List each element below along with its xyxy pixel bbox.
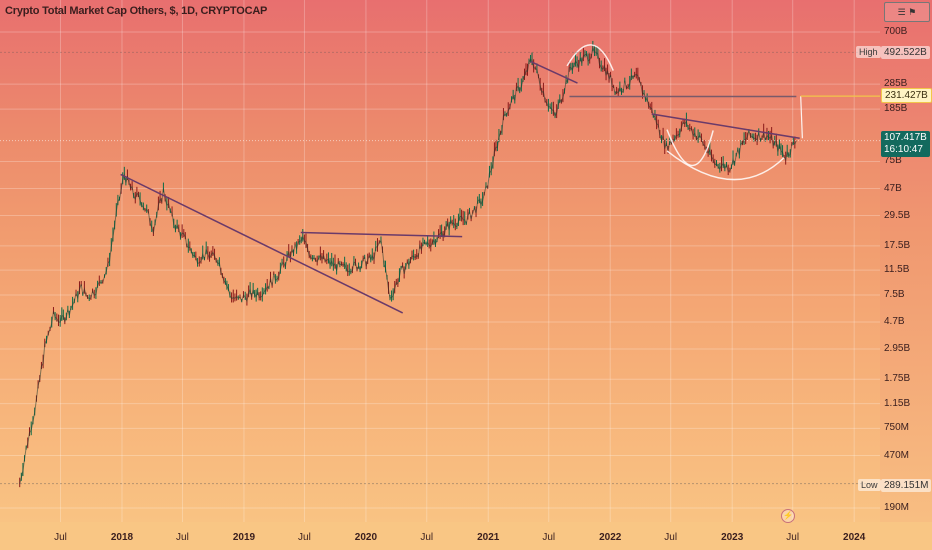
x-tick-label: 2022	[599, 532, 622, 543]
pattern-arc	[566, 44, 614, 71]
y-tick-label: 470M	[884, 449, 910, 461]
trendline	[300, 231, 463, 238]
plot-area[interactable]	[0, 0, 880, 522]
price-line-label: 231.427B	[881, 88, 932, 104]
x-tick-label: 2019	[232, 532, 256, 543]
pattern-arc	[666, 129, 714, 166]
y-tick-label: 750M	[884, 422, 910, 434]
price-series-line	[19, 45, 797, 484]
x-tick-label: Jul	[786, 532, 800, 543]
countdown-timer: 16:10:47	[884, 143, 923, 155]
y-tick-label: 1.75B	[884, 373, 911, 385]
x-tick-label: Jul	[420, 532, 434, 543]
x-tick-label: Jul	[664, 532, 678, 543]
time-axis[interactable]	[0, 522, 932, 550]
pattern-arc	[666, 150, 785, 181]
y-tick-label: 1.15B	[884, 397, 911, 409]
y-tick-label: 7.5B	[884, 288, 905, 300]
y-tick-label: 75B	[884, 155, 902, 167]
trendline	[120, 173, 404, 314]
y-tick-label: 700B	[884, 26, 908, 37]
x-tick-label: 2024	[843, 532, 866, 543]
y-tick-label: 190M	[884, 502, 910, 513]
x-tick-label: Jul	[54, 532, 67, 543]
y-tick-label: 285B	[884, 78, 908, 90]
chart-title: Crypto Total Market Cap Others, $, 1D, C…	[5, 5, 268, 17]
x-tick-label: Jul	[298, 532, 311, 543]
x-tick-label: 2021	[477, 532, 500, 543]
projection-line	[800, 96, 803, 139]
trendline	[530, 60, 578, 84]
chart-menu-button[interactable]: ☰ ⚑	[884, 2, 930, 22]
high-value: 492.522B	[881, 46, 930, 59]
current-price-tag: 107.417B 16:10:47	[881, 130, 930, 157]
price-axis[interactable]	[880, 0, 932, 522]
lightning-icon[interactable]: ⚡	[781, 509, 795, 523]
trendline	[651, 113, 800, 139]
x-tick-label: 2020	[354, 532, 378, 543]
low-value: 289.151M	[881, 479, 932, 492]
high-label: High	[856, 46, 881, 58]
x-tick-label: 2023	[721, 532, 744, 543]
y-tick-label: 29.5B	[884, 209, 911, 221]
low-label: Low	[858, 479, 881, 491]
y-tick-label: 11.5B	[884, 264, 910, 276]
y-tick-label: 185B	[884, 103, 908, 115]
y-tick-label: 4.7B	[884, 316, 905, 328]
y-tick-label: 47B	[884, 182, 902, 194]
x-tick-label: 2018	[110, 532, 134, 543]
menu-icon: ☰ ⚑	[897, 7, 917, 17]
y-tick-label: 2.95B	[884, 343, 911, 355]
x-tick-label: Jul	[542, 532, 556, 543]
x-tick-label: Jul	[176, 532, 189, 543]
current-price-value: 107.417B	[884, 131, 927, 143]
y-tick-label: 17.5B	[884, 239, 911, 251]
